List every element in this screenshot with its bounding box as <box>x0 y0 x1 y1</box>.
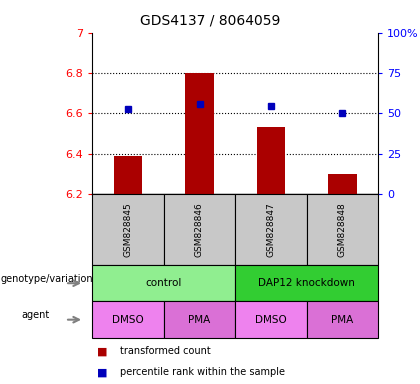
Text: genotype/variation: genotype/variation <box>1 273 94 284</box>
Text: control: control <box>146 278 182 288</box>
Text: PMA: PMA <box>189 314 210 325</box>
Text: GSM828848: GSM828848 <box>338 202 347 257</box>
Text: GSM828847: GSM828847 <box>266 202 276 257</box>
Text: percentile rank within the sample: percentile rank within the sample <box>120 367 285 377</box>
Text: GSM828845: GSM828845 <box>123 202 133 257</box>
Bar <box>257 127 285 194</box>
Text: ■: ■ <box>97 367 107 377</box>
Text: GSM828846: GSM828846 <box>195 202 204 257</box>
Text: ■: ■ <box>97 346 107 356</box>
Text: agent: agent <box>21 310 49 320</box>
Text: PMA: PMA <box>331 314 353 325</box>
Text: DMSO: DMSO <box>112 314 144 325</box>
Text: GDS4137 / 8064059: GDS4137 / 8064059 <box>140 13 280 27</box>
Bar <box>185 73 214 194</box>
Text: DMSO: DMSO <box>255 314 287 325</box>
Bar <box>114 156 142 194</box>
Text: transformed count: transformed count <box>120 346 210 356</box>
Bar <box>328 174 357 194</box>
Text: DAP12 knockdown: DAP12 knockdown <box>258 278 355 288</box>
